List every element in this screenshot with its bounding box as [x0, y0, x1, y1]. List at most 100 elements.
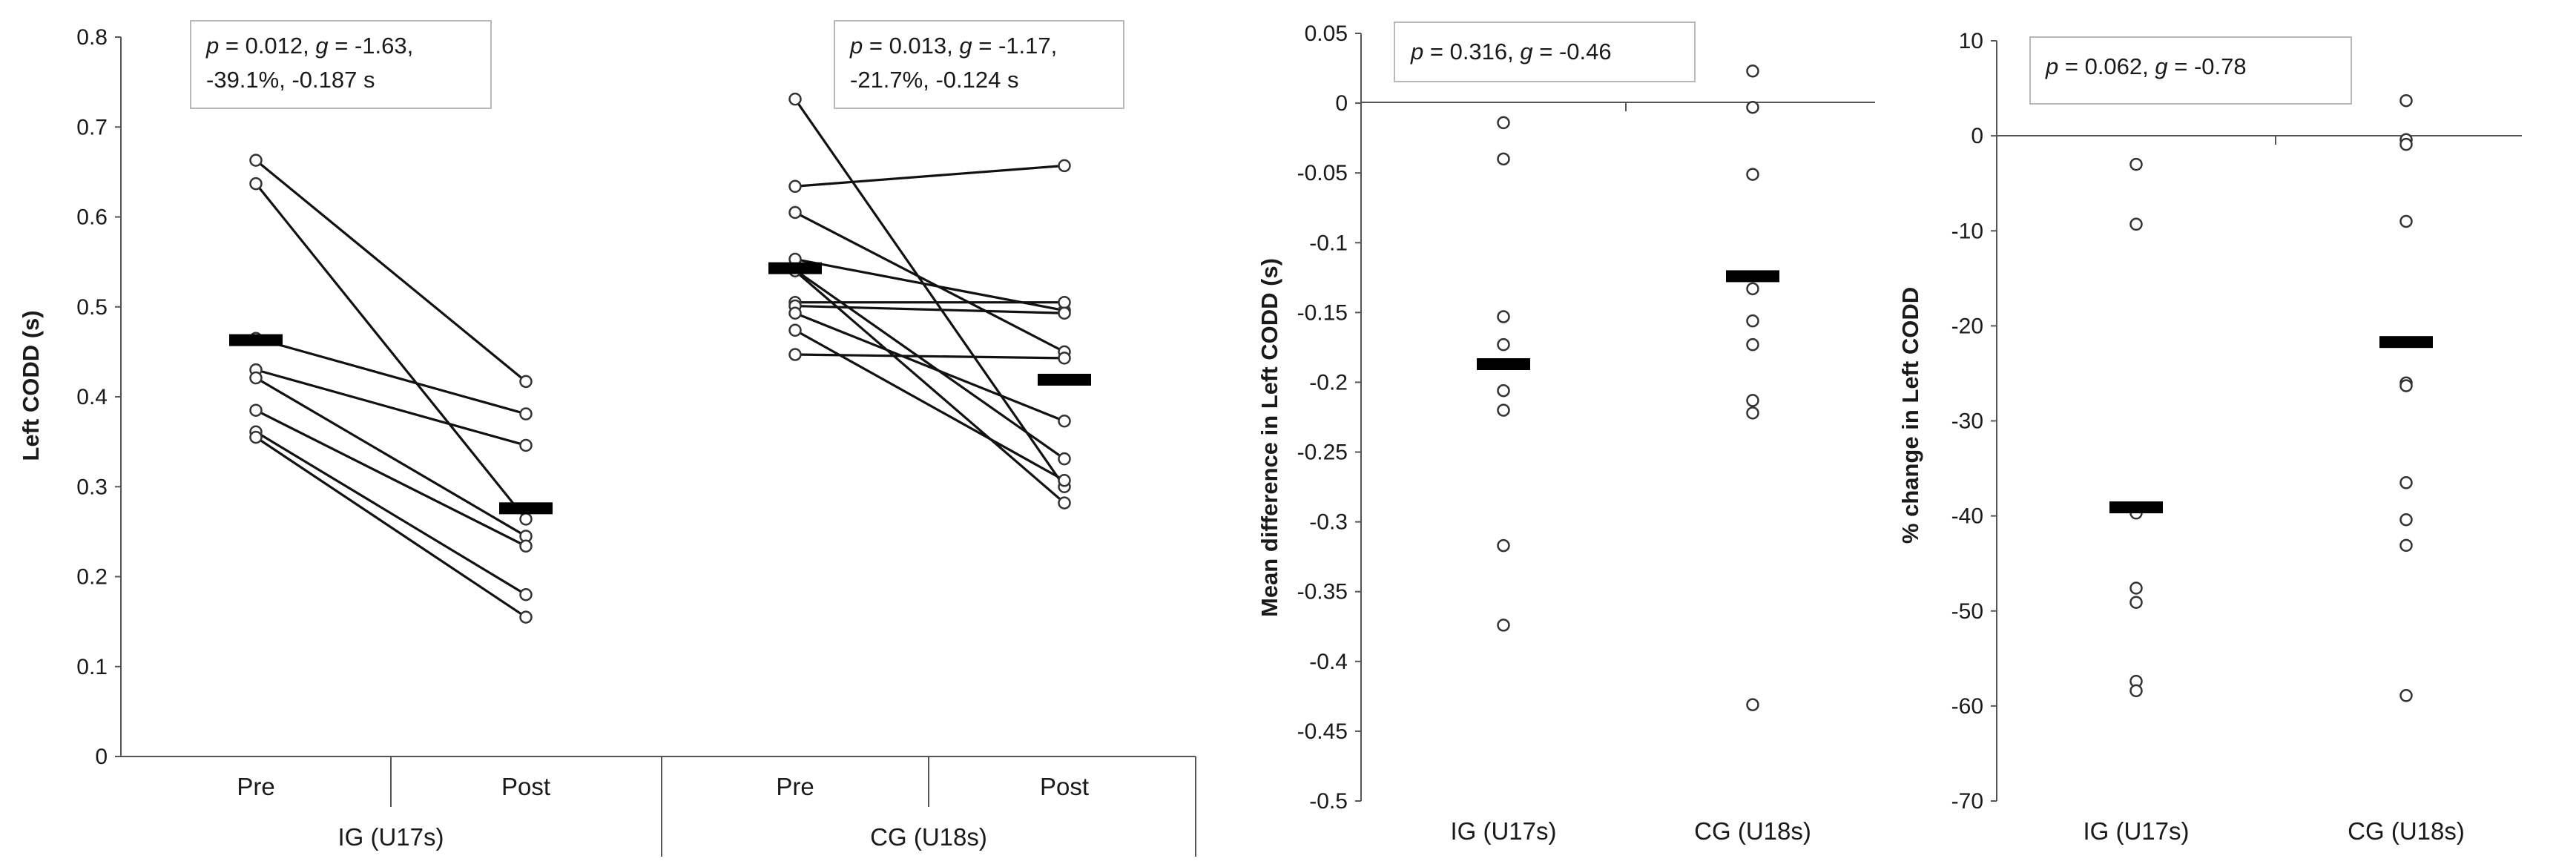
panel1-y-tick-label: 0.1	[76, 655, 108, 679]
pre-mean-bar	[768, 262, 822, 274]
panel-percent-change: % change in Left CODD 10 0 -10 -20 -30 -40 -50…	[1897, 29, 2522, 845]
pre-mean-bar	[229, 334, 283, 346]
panel2-y-tick-label: 0	[1335, 91, 1348, 116]
md-g-symbol: g	[1520, 39, 1532, 65]
pair-line	[255, 337, 527, 415]
panel-mean-difference: Mean difference in Left CODD (s) 0.05 0 -0…	[1256, 22, 1875, 845]
pre-point	[249, 371, 263, 385]
ig-g-value: = -1.63,	[329, 33, 414, 59]
percent-change-point	[2129, 217, 2143, 231]
pair-line	[794, 311, 1065, 423]
pc-g-value: = -0.78	[2168, 53, 2247, 79]
pair-line	[794, 268, 1065, 460]
panel2-y-ticks: 0.05 0 -0.05 -0.1 -0.15 -0.2 -0.25 -0.3 -0.35 -0.…	[1297, 22, 1361, 814]
panel3-y-tick-label: 10	[1959, 29, 1983, 53]
panel3-y-ticks: 10 0 -10 -20 -30 -40 -50 -60 -70	[1951, 29, 1997, 814]
pre-point	[788, 323, 802, 337]
panel3-y-axis-label: % change in Left CODD	[1897, 287, 1923, 544]
percent-change-mean-bar	[2109, 501, 2163, 514]
panel1-y-tick-label: 0.7	[76, 115, 108, 139]
panel3-points	[2129, 93, 2413, 702]
percent-change-point	[2399, 93, 2413, 108]
pair-line	[255, 430, 527, 596]
panel2-y-tick-label: -0.15	[1297, 300, 1348, 325]
pre-point	[249, 177, 263, 191]
cg-g-symbol: g	[959, 33, 972, 59]
panel1-ig-annotation-box	[190, 20, 492, 109]
pre-point	[249, 154, 263, 167]
pc-g-symbol: g	[2155, 53, 2167, 79]
ig-g-symbol: g	[315, 33, 328, 59]
pc-p-symbol: p	[2045, 53, 2058, 79]
pair-line	[794, 270, 1066, 504]
panel2-y-tick-label: -0.05	[1297, 161, 1348, 185]
percent-change-point	[2399, 476, 2413, 489]
panel1-ig-annotation: p = 0.012, g = -1.63, -39.1%, -0.187 s	[190, 20, 492, 109]
panel1-y-tick-label: 0.8	[76, 25, 108, 50]
panel3-means	[2109, 336, 2433, 514]
post-point	[519, 588, 533, 601]
percent-change-mean-bar	[2379, 336, 2433, 349]
panel3-cg-label: CG (U18s)	[2348, 817, 2465, 845]
ig-p-symbol: p	[205, 33, 219, 59]
percent-change-point	[2399, 214, 2413, 228]
difference-point	[1746, 282, 1759, 296]
panel1-means	[229, 262, 1091, 515]
panel3-y-tick-label: -40	[1951, 504, 1983, 529]
post-mean-bar	[1038, 373, 1091, 386]
percent-change-point	[2129, 157, 2143, 171]
panel2-ig-label: IG (U17s)	[1450, 817, 1556, 845]
panel1-y-tick-label: 0.3	[76, 475, 108, 499]
ig-p-value: = 0.012,	[219, 33, 315, 59]
pc-p-value: = 0.062,	[2058, 53, 2155, 79]
panel2-y-tick-label: -0.2	[1309, 370, 1348, 395]
panel3-y-tick-label: -30	[1951, 409, 1983, 434]
panel1-y-tick-label: 0.5	[76, 295, 108, 320]
panel1-y-axis-label: Left CODD (s)	[18, 310, 44, 461]
panel1-y-tick-label: 0.4	[76, 385, 108, 409]
panel1-ig-group-label: IG (U17s)	[337, 823, 444, 851]
pair-line	[794, 304, 1065, 314]
panel3-annotation: p = 0.062, g = -0.78	[2029, 36, 2352, 105]
panel1-cg-annotation: p = 0.013, g = -1.17, -21.7%, -0.124 s	[834, 20, 1124, 109]
difference-point	[1746, 337, 1759, 352]
difference-point	[1746, 100, 1759, 114]
panel1-y-tick-label: 0	[95, 745, 108, 769]
panel1-y-tick-label: 0.2	[76, 565, 108, 590]
panel3-y-tick-label: -60	[1951, 694, 1983, 719]
pair-line	[255, 436, 527, 619]
post-point	[1058, 352, 1071, 365]
panel3-y-tick-label: -10	[1951, 219, 1983, 243]
panel2-annotation: p = 0.316, g = -0.46	[1394, 22, 1696, 82]
md-p-value: = 0.316,	[1423, 39, 1520, 65]
panel2-y-tick-label: -0.35	[1297, 580, 1348, 604]
pair-line	[255, 409, 527, 547]
panel3-annotation-box	[2029, 36, 2352, 105]
cg-p-symbol: p	[849, 33, 863, 59]
pair-line	[254, 182, 527, 520]
pre-point	[788, 205, 802, 220]
panel3-y-tick-label: -20	[1951, 314, 1983, 338]
difference-mean-bar	[1726, 270, 1779, 283]
panel1-ig-annotation-line2: -39.1%, -0.187 s	[206, 67, 375, 93]
post-point	[519, 512, 533, 526]
pair-line	[255, 377, 527, 538]
post-point	[1058, 414, 1071, 428]
panel1-cg-annotation-box	[834, 20, 1124, 109]
difference-point	[1746, 394, 1759, 407]
post-mean-bar	[499, 502, 553, 515]
pair-line	[794, 211, 1065, 353]
pre-point	[249, 403, 263, 417]
difference-point	[1746, 406, 1759, 420]
cg-p-value: = 0.013,	[863, 33, 959, 59]
post-point	[1058, 452, 1071, 466]
panel1-cg-annotation-line2: -21.7%, -0.124 s	[850, 67, 1018, 93]
percent-change-point	[2399, 513, 2413, 527]
panel2-y-tick-label: 0.05	[1305, 22, 1348, 46]
panel1-ig-pre-label: Pre	[237, 773, 274, 800]
panel3-ig-label: IG (U17s)	[2083, 817, 2189, 845]
post-point	[1058, 496, 1071, 510]
percent-change-point	[2399, 689, 2413, 702]
panel-left-codd: Left CODD (s) 00.10.20.30.40.50.60.70.8 …	[18, 20, 1196, 857]
